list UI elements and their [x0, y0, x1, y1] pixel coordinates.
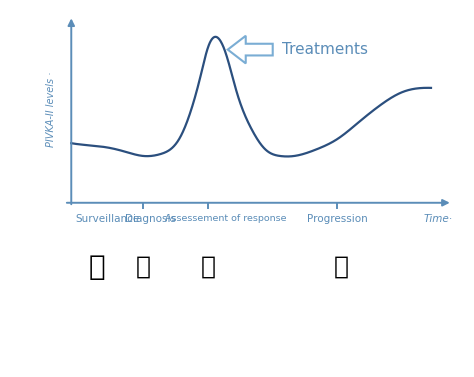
Text: 💉: 💉 — [201, 254, 216, 279]
Text: Progression: Progression — [307, 215, 368, 224]
Text: Time·: Time· — [424, 215, 453, 224]
Text: Treatments: Treatments — [282, 42, 368, 57]
Text: Assessement of response: Assessement of response — [165, 215, 287, 224]
Text: Diagnosis: Diagnosis — [125, 215, 176, 224]
FancyArrow shape — [228, 36, 273, 63]
Text: 🛏️: 🛏️ — [334, 254, 348, 279]
Text: 🫁: 🫁 — [136, 254, 151, 279]
Text: Surveillance: Surveillance — [75, 215, 139, 224]
Text: 👥: 👥 — [88, 253, 105, 280]
Text: PIVKA-II levels ·: PIVKA-II levels · — [46, 72, 56, 147]
